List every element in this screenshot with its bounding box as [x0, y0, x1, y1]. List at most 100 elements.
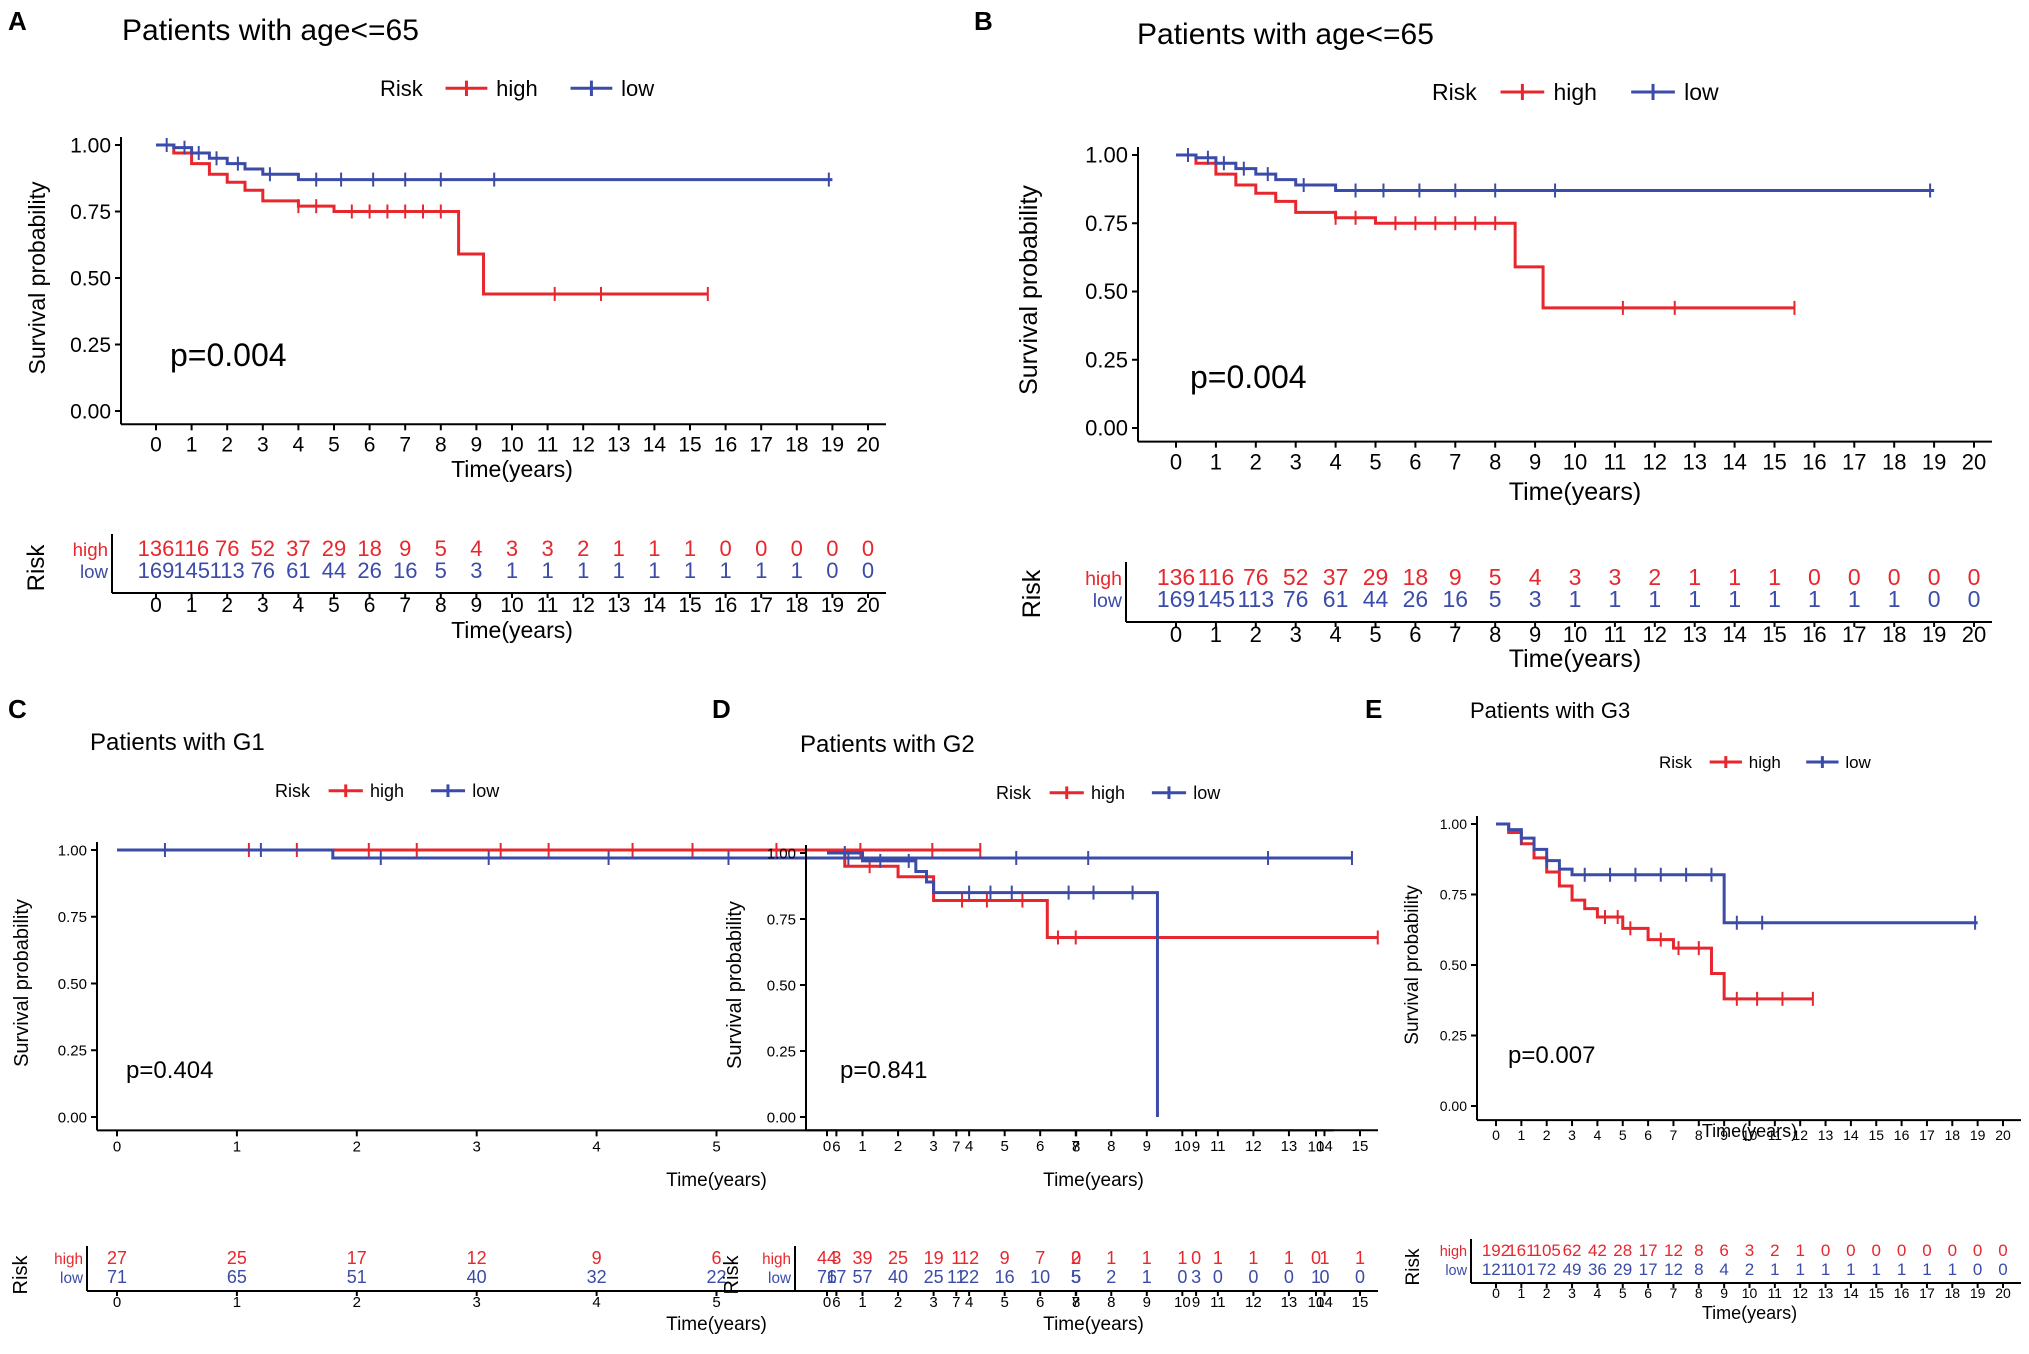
risk-count-high: 0 — [1311, 1248, 1321, 1268]
panel-label: B — [974, 6, 993, 36]
risk-x-tick-label: 19 — [821, 594, 844, 617]
x-tick-label: 20 — [1962, 450, 1986, 475]
legend-label-low: low — [1684, 79, 1719, 105]
risk-count-high: 1 — [1213, 1248, 1223, 1268]
risk-count-low: 1 — [791, 558, 803, 583]
y-axis-title: Survival probability — [24, 181, 50, 375]
risk-count-low: 49 — [1563, 1260, 1582, 1279]
risk-count-low: 76 — [1283, 586, 1309, 612]
legend-title: Risk — [996, 783, 1032, 803]
risk-count-low: 72 — [1537, 1260, 1556, 1279]
risk-count-high: 44 — [817, 1248, 837, 1268]
risk-count-high: 0 — [1848, 564, 1861, 590]
x-axis-title: Time(years) — [1043, 1170, 1144, 1191]
legend-title: Risk — [1432, 79, 1477, 105]
risk-count-low: 40 — [467, 1267, 487, 1287]
risk-count-low: 1 — [1897, 1260, 1906, 1279]
y-tick-label: 0.25 — [1085, 347, 1128, 372]
risk-count-low: 22 — [706, 1267, 726, 1287]
risk-count-high: 0 — [1191, 1248, 1201, 1268]
risk-count-low: 17 — [1639, 1260, 1658, 1279]
legend-title: Risk — [380, 76, 424, 101]
risk-count-high: 29 — [322, 536, 346, 561]
risk-count-high: 0 — [1846, 1241, 1855, 1260]
risk-count-high: 1 — [1355, 1248, 1365, 1268]
chart-title: Patients with age<=65 — [1137, 18, 1434, 51]
y-tick-label: 0.75 — [767, 911, 796, 928]
risk-count-high: 0 — [1808, 564, 1821, 590]
risk-x-tick-label: 6 — [1409, 622, 1421, 647]
risk-table-label: Risk — [1403, 1248, 1424, 1285]
risk-count-low: 1 — [1688, 586, 1701, 612]
risk-count-low: 3 — [1529, 586, 1542, 612]
x-tick-label: 10 — [1174, 1138, 1191, 1155]
x-tick-label: 2 — [1250, 450, 1262, 475]
panel-e: E Patients with G3 Risk high low 0.00 0.25 0.50… — [1365, 694, 2021, 1323]
risk-row-label-low: low — [60, 1270, 84, 1287]
risk-x-tick-label: 4 — [293, 594, 305, 617]
legend-label-high: high — [1749, 753, 1781, 772]
risk-x-tick-label: 8 — [1072, 1294, 1080, 1311]
y-tick-label: 0.75 — [1440, 886, 1467, 902]
risk-count-high: 1 — [613, 536, 625, 561]
risk-count-low: 76 — [817, 1267, 837, 1287]
risk-count-low: 169 — [138, 558, 175, 583]
risk-count-high: 3 — [1609, 564, 1622, 590]
risk-count-high: 1 — [1106, 1248, 1116, 1268]
x-tick-label: 3 — [1568, 1127, 1576, 1143]
risk-x-tick-label: 13 — [1281, 1294, 1298, 1311]
legend-label-low: low — [472, 781, 500, 801]
risk-row-label-high: high — [1085, 568, 1122, 590]
risk-x-tick-label: 3 — [473, 1294, 481, 1311]
risk-count-high: 9 — [399, 536, 411, 561]
x-tick-label: 6 — [1036, 1138, 1044, 1155]
y-tick-label: 1.00 — [70, 134, 111, 157]
panel-label: C — [8, 694, 27, 724]
risk-x-tick-label: 2 — [353, 1294, 361, 1311]
risk-x-tick-label: 15 — [1868, 1285, 1884, 1301]
risk-row-label-high: high — [54, 1251, 83, 1268]
x-tick-label: 2 — [353, 1138, 361, 1155]
risk-x-tick-label: 18 — [785, 594, 808, 617]
x-tick-label: 10 — [1563, 450, 1587, 475]
risk-count-high: 1 — [951, 1248, 961, 1268]
risk-count-low: 12 — [1664, 1260, 1683, 1279]
risk-count-low: 17 — [826, 1267, 846, 1287]
survival-curve-low — [827, 851, 1159, 1117]
risk-count-low: 1 — [684, 558, 696, 583]
risk-count-low: 0 — [1998, 1260, 2007, 1279]
x-tick-label: 1 — [1210, 450, 1222, 475]
risk-count-low: 121 — [1482, 1260, 1510, 1279]
risk-x-tick-label: 1 — [858, 1294, 866, 1311]
risk-count-low: 26 — [357, 558, 381, 583]
risk-count-high: 52 — [1283, 564, 1309, 590]
risk-x-tick-label: 20 — [1962, 622, 1986, 647]
y-tick-label: 0.00 — [58, 1109, 87, 1126]
risk-x-tick-label: 12 — [1792, 1285, 1808, 1301]
risk-count-low: 1 — [1728, 586, 1741, 612]
risk-count-low: 22 — [959, 1267, 979, 1287]
x-tick-label: 19 — [1970, 1127, 1986, 1143]
risk-x-tick-label: 6 — [1036, 1294, 1044, 1311]
risk-count-low: 16 — [995, 1267, 1015, 1287]
x-tick-label: 0 — [150, 433, 162, 456]
risk-x-tick-label: 0 — [823, 1294, 831, 1311]
risk-x-tick-label: 2 — [1543, 1285, 1551, 1301]
risk-count-high: 8 — [1694, 1241, 1703, 1260]
risk-x-tick-label: 3 — [929, 1294, 937, 1311]
risk-x-tick-label: 9 — [1529, 622, 1541, 647]
risk-table: Risk high 136 116 76 52 37 29 18 9 5 4 3 3 2 1 1 1 0 0 0 0 0lo… — [23, 534, 886, 643]
legend-label-high: high — [370, 781, 404, 801]
risk-x-tick-label: 18 — [1945, 1285, 1961, 1301]
y-tick-label: 1.00 — [1440, 816, 1467, 832]
p-value: p=0.004 — [1190, 359, 1307, 395]
risk-count-low: 3 — [470, 558, 482, 583]
risk-count-high: 18 — [357, 536, 381, 561]
risk-table-label: Risk — [721, 1255, 743, 1295]
risk-count-high: 116 — [1198, 564, 1235, 590]
x-tick-label: 9 — [1192, 1138, 1200, 1155]
risk-count-low: 1 — [1888, 586, 1901, 612]
risk-count-low: 5 — [435, 558, 447, 583]
x-tick-label: 12 — [572, 433, 595, 456]
x-tick-label: 15 — [1762, 450, 1786, 475]
